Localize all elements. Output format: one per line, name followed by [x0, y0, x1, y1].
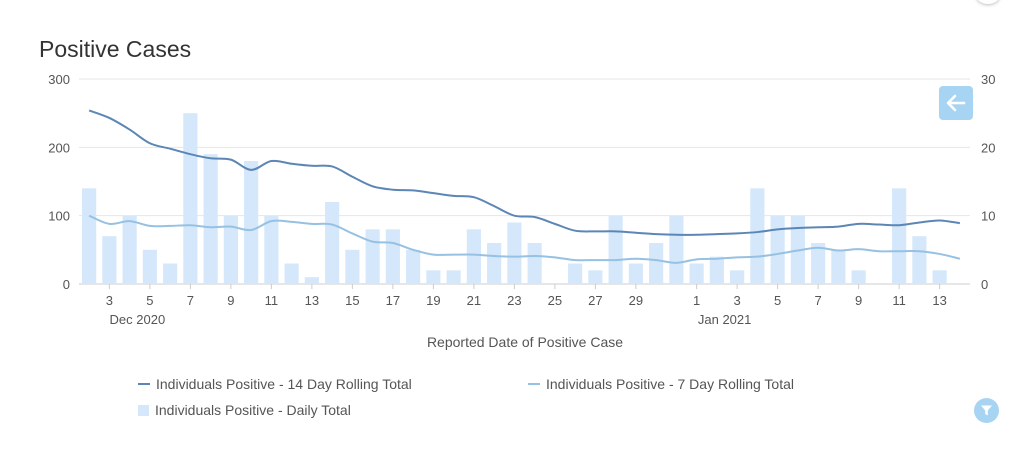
line-14-day: [88, 109, 961, 236]
back-button[interactable]: [939, 86, 973, 120]
daily-bar: [912, 236, 927, 284]
y-right-tick-label: 30: [981, 72, 995, 87]
daily-bar: [892, 188, 907, 284]
x-tick-label: 5: [146, 293, 153, 308]
x-tick-label: 17: [386, 293, 400, 308]
daily-bar: [325, 202, 340, 284]
corner-control: [976, 0, 1000, 4]
y-right-tick-label: 10: [981, 209, 995, 224]
x-tick-label: 9: [855, 293, 862, 308]
daily-bar: [689, 263, 704, 284]
daily-bar: [163, 263, 178, 284]
daily-bar: [649, 243, 664, 284]
x-tick-label: 21: [467, 293, 481, 308]
x-month-label: Dec 2020: [110, 312, 166, 327]
daily-bar: [568, 263, 583, 284]
daily-bar: [244, 161, 259, 284]
legend-item-14-day[interactable]: Individuals Positive - 14 Day Rolling To…: [138, 376, 412, 392]
daily-bar: [142, 249, 157, 284]
daily-bar: [487, 243, 502, 284]
x-tick-label: 7: [187, 293, 194, 308]
y-left-tick-label: 200: [48, 140, 70, 155]
x-tick-label: 13: [305, 293, 319, 308]
legend-label-daily: Individuals Positive - Daily Total: [155, 402, 351, 418]
x-tick-label: 29: [629, 293, 643, 308]
line-7-day: [88, 214, 961, 264]
funnel-icon: [981, 405, 992, 416]
x-tick-label: 3: [106, 293, 113, 308]
daily-bar: [851, 270, 866, 284]
daily-bar: [345, 249, 360, 284]
x-tick-label: 27: [588, 293, 602, 308]
daily-bar: [304, 277, 319, 284]
filter-button[interactable]: [974, 398, 999, 423]
x-axis-title: Reported Date of Positive Case: [427, 334, 623, 350]
x-tick-label: 11: [265, 293, 279, 308]
x-tick-label: 11: [892, 293, 906, 308]
legend-label-14-day: Individuals Positive - 14 Day Rolling To…: [156, 376, 412, 392]
daily-bar: [831, 249, 846, 284]
daily-bar: [82, 188, 97, 284]
y-left-tick-label: 300: [48, 72, 70, 87]
y-axis-right: 0 10 20 30: [981, 72, 995, 292]
daily-bar: [628, 263, 643, 284]
daily-bar: [284, 263, 299, 284]
legend-label-7-day: Individuals Positive - 7 Day Rolling Tot…: [546, 376, 794, 392]
y-right-tick-label: 0: [981, 277, 988, 292]
daily-bar: [811, 243, 826, 284]
daily-bars: [82, 113, 947, 285]
legend-item-7-day[interactable]: Individuals Positive - 7 Day Rolling Tot…: [528, 376, 794, 392]
daily-bar: [203, 154, 218, 284]
x-tick-label: 3: [734, 293, 741, 308]
daily-bar: [932, 270, 947, 284]
x-tick-label: 1: [693, 293, 700, 308]
y-right-tick-label: 20: [981, 140, 995, 155]
x-tick-label: 7: [815, 293, 822, 308]
daily-bar: [122, 215, 137, 284]
legend-box-daily: [138, 404, 149, 416]
daily-bar: [365, 229, 380, 284]
legend-item-daily[interactable]: Individuals Positive - Daily Total: [138, 402, 351, 418]
daily-bar: [385, 229, 400, 284]
chart-title: Positive Cases: [39, 36, 192, 62]
daily-bar: [466, 229, 481, 284]
daily-bar: [608, 215, 623, 284]
x-tick-label: 25: [548, 293, 562, 308]
daily-bar: [446, 270, 461, 284]
x-tick-label: 9: [227, 293, 234, 308]
y-axis-left: 0 100 200 300: [48, 72, 70, 292]
daily-bar: [669, 215, 684, 284]
daily-bar: [770, 215, 785, 284]
daily-bar: [183, 113, 198, 285]
left-arrow-icon: [946, 94, 966, 112]
x-tick-label: 5: [774, 293, 781, 308]
legend-line-14-day: [138, 383, 150, 385]
rolling-lines: [88, 109, 961, 264]
x-tick-label: 23: [507, 293, 521, 308]
x-month-label: Jan 2021: [698, 312, 752, 327]
x-tick-label: 13: [932, 293, 946, 308]
daily-bar: [426, 270, 441, 284]
y-left-tick-label: 0: [63, 277, 70, 292]
daily-bar: [527, 243, 542, 284]
daily-bar: [709, 256, 724, 284]
daily-bar: [264, 215, 279, 284]
daily-bar: [507, 222, 522, 284]
x-tick-label: 15: [345, 293, 359, 308]
legend-line-7-day: [528, 383, 540, 385]
daily-bar: [730, 270, 745, 284]
daily-bar: [750, 188, 765, 284]
x-tick-label: 19: [426, 293, 440, 308]
daily-bar: [102, 236, 117, 284]
daily-bar: [406, 249, 421, 284]
daily-bar: [223, 215, 238, 284]
y-left-tick-label: 100: [48, 209, 70, 224]
daily-bar: [588, 270, 603, 284]
